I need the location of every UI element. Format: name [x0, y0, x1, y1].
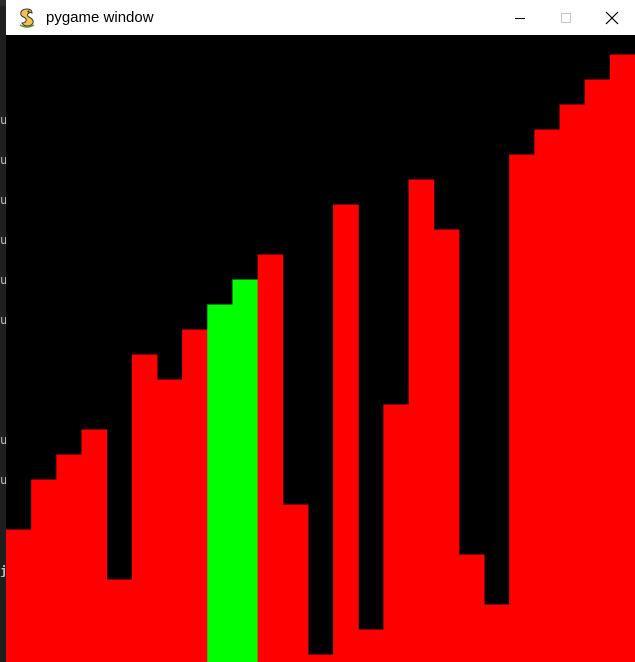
background-text: u	[0, 234, 7, 246]
bar	[257, 254, 284, 662]
bar	[509, 154, 535, 662]
bar	[333, 204, 359, 662]
highlighted-bar	[207, 304, 233, 662]
pygame-canvas[interactable]	[6, 35, 635, 662]
bar	[433, 229, 460, 662]
close-icon	[605, 11, 619, 24]
bar	[282, 504, 309, 662]
pygame-snake-icon	[19, 7, 35, 28]
title-bar[interactable]: pygame window	[6, 0, 635, 35]
background-text: j	[0, 565, 7, 577]
background-text: u	[0, 314, 7, 326]
bar	[584, 79, 611, 662]
background-text: u	[0, 274, 7, 286]
bar	[609, 54, 635, 662]
background-text: u	[0, 474, 7, 486]
minimize-icon	[515, 17, 525, 19]
background-text: u	[0, 154, 7, 166]
bar	[383, 404, 410, 662]
bar	[559, 104, 586, 662]
bar	[106, 579, 133, 662]
highlighted-bar	[232, 279, 259, 662]
background-text: u	[0, 194, 7, 206]
bar	[182, 329, 208, 662]
bar	[534, 129, 561, 662]
window-controls	[497, 0, 635, 35]
maximize-icon	[561, 12, 571, 23]
bar	[307, 654, 334, 662]
maximize-button[interactable]	[543, 0, 589, 35]
bar	[484, 604, 510, 662]
background-text: u	[0, 114, 7, 126]
bar	[156, 379, 183, 662]
minimize-button[interactable]	[497, 0, 543, 35]
bar	[358, 629, 384, 662]
window-title: pygame window	[46, 9, 154, 26]
close-button[interactable]	[589, 0, 635, 35]
bar	[31, 479, 57, 662]
bar	[6, 529, 32, 662]
pygame-window[interactable]: pygame window	[6, 0, 635, 662]
bar	[131, 354, 158, 662]
background-text: u	[0, 434, 7, 446]
bar	[56, 454, 82, 662]
bar	[408, 179, 435, 662]
bar	[81, 429, 108, 662]
bar	[458, 554, 485, 662]
